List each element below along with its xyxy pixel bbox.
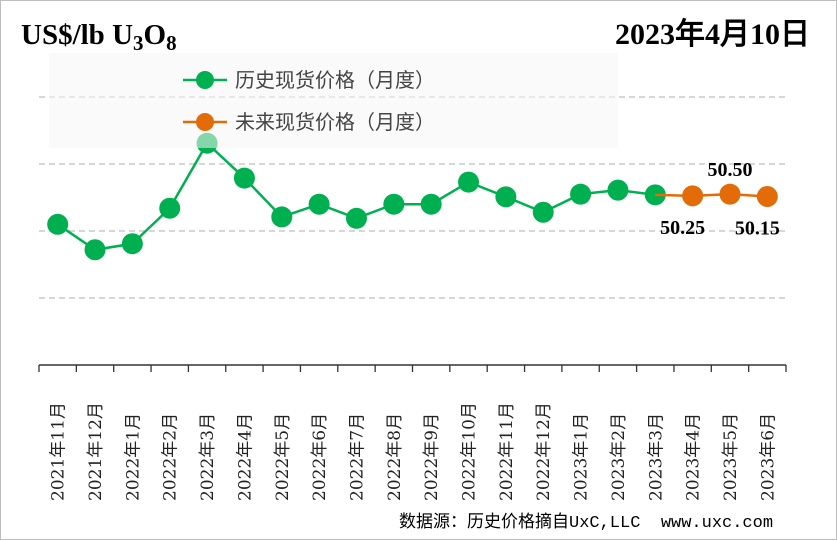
- x-tick-label: 2022年11月: [497, 402, 517, 501]
- data-point: [383, 193, 405, 215]
- data-point: [271, 206, 293, 228]
- x-tick-label: 2023年2月: [609, 413, 629, 501]
- legend-label: 历史现货价格（月度）: [235, 68, 435, 92]
- x-tick-label: 2022年8月: [385, 413, 405, 501]
- data-point: [420, 193, 442, 215]
- legend-marker: [196, 113, 214, 131]
- y-axis-unit-label: US$/lb U3O8: [21, 19, 177, 55]
- x-tick-label: 2022年12月: [534, 402, 554, 501]
- x-tick-label: 2023年6月: [758, 413, 778, 501]
- data-point: [682, 185, 704, 207]
- data-label: 50.50: [707, 159, 752, 181]
- chart-date: 2023年4月10日: [615, 18, 810, 51]
- x-tick-label: 2022年5月: [273, 413, 293, 501]
- x-tick-label: 2023年5月: [721, 413, 741, 501]
- x-tick-label: 2022年6月: [310, 413, 330, 501]
- legend-label: 未来现货价格（月度）: [235, 110, 435, 134]
- x-tick-label: 2022年1月: [123, 413, 143, 501]
- data-point: [532, 201, 554, 223]
- data-point: [308, 193, 330, 215]
- x-tick-label: 2022年2月: [161, 413, 181, 501]
- data-point: [756, 185, 778, 207]
- x-tick-label: 2021年12月: [86, 402, 106, 501]
- data-label: 50.15: [735, 217, 780, 239]
- data-point: [719, 183, 741, 205]
- x-tick-label: 2021年11月: [49, 402, 69, 501]
- x-tick-label: 2023年1月: [572, 413, 592, 501]
- x-tick-label: 2022年3月: [198, 413, 218, 501]
- legend-box: [49, 53, 618, 148]
- data-point: [458, 171, 480, 193]
- x-tick-label: 2023年4月: [684, 413, 704, 501]
- data-point: [159, 197, 181, 219]
- data-point: [84, 239, 106, 261]
- data-source-note: 数据源：历史价格摘自UxC,LLC www.uxc.com: [399, 514, 774, 533]
- x-tick-label: 2022年10月: [460, 402, 480, 501]
- x-tick-label: 2022年4月: [235, 413, 255, 501]
- data-point: [607, 179, 629, 201]
- x-tick-label: 2022年9月: [422, 413, 442, 501]
- series-line-1: [56, 141, 656, 252]
- series-line-2: [655, 192, 768, 198]
- data-point: [570, 183, 592, 205]
- data-point: [121, 233, 143, 255]
- x-tick-label: 2023年3月: [646, 413, 666, 501]
- data-point: [345, 207, 367, 229]
- data-label: 50.25: [660, 217, 705, 239]
- data-point: [47, 213, 69, 235]
- x-tick-label: 2022年7月: [347, 413, 367, 501]
- legend-marker: [196, 71, 214, 89]
- data-point: [495, 186, 517, 208]
- data-point: [233, 167, 255, 189]
